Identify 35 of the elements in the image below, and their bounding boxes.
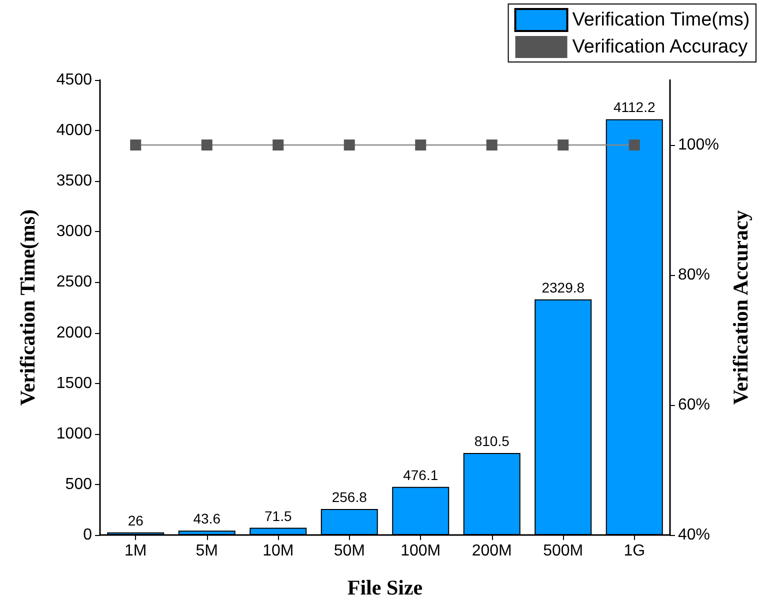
x-tick-label: 10M — [262, 542, 294, 560]
y-tick-label: 3500 — [56, 172, 92, 190]
data-label: 256.8 — [332, 489, 368, 506]
x-axis-title: File Size — [347, 576, 423, 600]
y-tick-label: 2000 — [56, 324, 92, 342]
x-tick-label: 50M — [334, 542, 365, 560]
y2-tick-label: 40% — [678, 526, 710, 544]
y-tick-label: 4000 — [56, 122, 92, 140]
y2-tick-label: 80% — [678, 266, 710, 284]
y-tick-label: 4500 — [56, 72, 92, 88]
data-label: 4112.2 — [613, 99, 656, 116]
legend-label: Verification Time(ms) — [572, 10, 750, 30]
data-label: 810.5 — [474, 433, 510, 450]
x-tick-label: 5M — [196, 542, 218, 560]
legend-label: Verification Accuracy — [572, 36, 748, 58]
data-label: 476.1 — [403, 466, 438, 483]
y-tick-label: 0 — [83, 526, 92, 544]
data-label: 43.6 — [193, 510, 221, 527]
y2-tick-label: 100% — [678, 136, 719, 154]
y-tick-label: 3000 — [56, 223, 92, 240]
y-tick-label: 500 — [65, 476, 92, 493]
x-tick-label: 500M — [543, 542, 584, 560]
y-tick-label: 2500 — [56, 274, 92, 291]
y-tick-label: 1000 — [56, 425, 92, 442]
data-label: 26 — [128, 512, 144, 528]
x-tick-label: 200M — [472, 542, 512, 560]
x-tick-label: 100M — [400, 542, 441, 560]
data-label: 2329.8 — [542, 279, 585, 296]
data-label: 71.5 — [264, 508, 292, 524]
y2-tick-label: 60% — [678, 396, 710, 414]
x-tick-label: 1M — [124, 542, 147, 560]
x-tick-label: 1G — [624, 542, 646, 560]
y-axis-title: Verification Time(ms) — [16, 209, 40, 406]
y-tick-label: 1500 — [56, 374, 92, 392]
y2-axis-title: Verification Accuracy — [728, 210, 752, 405]
